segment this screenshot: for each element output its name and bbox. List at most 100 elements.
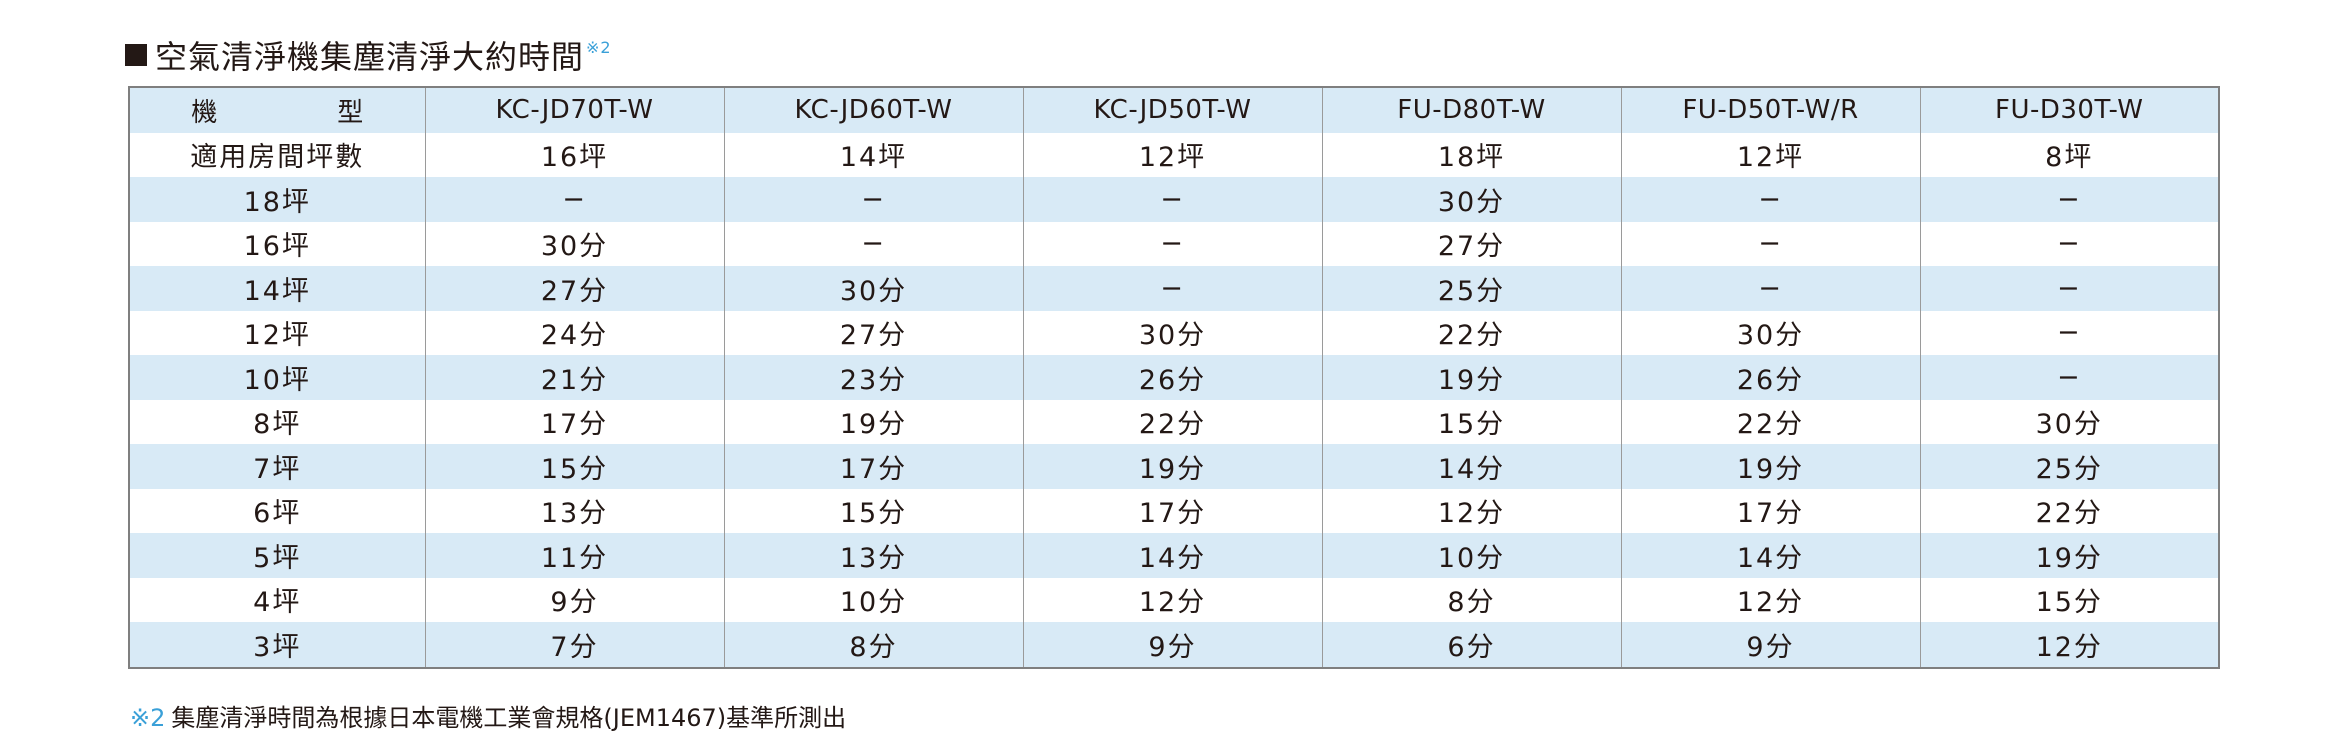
cleaning-time-cell: −: [1620, 221, 1921, 266]
cleaning-time-cell: 23分: [723, 355, 1024, 400]
cleaning-time-cell: 30分: [1919, 399, 2220, 444]
cleaning-time-cell: 22分: [1919, 488, 2220, 533]
cleaning-time-cell: 26分: [1022, 355, 1323, 400]
footnote: ※2 集塵清淨時間為根據日本電機工業會規格(JEM1467)基準所測出: [130, 698, 846, 733]
room-size-cell: 7坪: [128, 444, 426, 489]
cleaning-time-cell: 17分: [424, 399, 725, 444]
cleaning-time-cell: 14分: [1321, 444, 1622, 489]
cleaning-time-cell: 14分: [1022, 533, 1323, 578]
cleaning-time-cell: 24分: [424, 310, 725, 355]
model-name-cell: FU-D50T-W/R: [1620, 87, 1921, 133]
cleaning-time-cell: 27分: [424, 266, 725, 311]
cleaning-time-cell: 17分: [1620, 488, 1921, 533]
cleaning-time-cell: 9分: [1620, 622, 1921, 668]
cleaning-time-cell: 11分: [424, 533, 725, 578]
applicable-area-cell: 16坪: [424, 132, 725, 177]
time-row: 5坪 11分 13分 14分 10分 14分 19分: [128, 533, 2220, 578]
cleaning-time-cell: −: [1919, 266, 2220, 311]
square-bullet-icon: [125, 44, 147, 66]
room-size-cell: 12坪: [128, 310, 426, 355]
room-size-cell: 18坪: [128, 177, 426, 222]
cleaning-time-cell: 25分: [1321, 266, 1622, 311]
cleaning-time-cell: −: [1022, 221, 1323, 266]
cleaning-time-cell: 21分: [424, 355, 725, 400]
cleaning-time-cell: 30分: [723, 266, 1024, 311]
cleaning-time-cell: 6分: [1321, 622, 1622, 668]
cleaning-time-cell: 9分: [1022, 622, 1323, 668]
cleaning-time-cell: 9分: [424, 577, 725, 622]
cleaning-time-cell: 15分: [1321, 399, 1622, 444]
time-row: 3坪 7分 8分 9分 6分 9分 12分: [128, 622, 2220, 668]
cleaning-time-cell: 17分: [1022, 488, 1323, 533]
cleaning-time-cell: 12分: [1620, 577, 1921, 622]
model-name-cell: FU-D80T-W: [1321, 87, 1622, 133]
room-size-cell: 10坪: [128, 355, 426, 400]
cleaning-time-cell: 30分: [1022, 310, 1323, 355]
time-row: 16坪 30分 − −27分 − −: [128, 221, 2220, 266]
model-name-cell: KC-JD50T-W: [1022, 87, 1323, 133]
cleaning-time-cell: 30分: [1321, 177, 1622, 222]
cleaning-time-cell: 27分: [723, 310, 1024, 355]
cleaning-time-cell: 8分: [1321, 577, 1622, 622]
cleaning-time-cell: 22分: [1620, 399, 1921, 444]
cleaning-time-cell: 30分: [1620, 310, 1921, 355]
model-name-cell: KC-JD60T-W: [723, 87, 1024, 133]
cleaning-time-cell: 10分: [723, 577, 1024, 622]
cleaning-time-cell: 17分: [723, 444, 1024, 489]
cleaning-time-cell: 13分: [723, 533, 1024, 578]
cleaning-time-table: 機型 KC-JD70T-W KC-JD60T-W KC-JD50T-W FU-D…: [128, 86, 2220, 669]
model-name-cell: KC-JD70T-W: [424, 87, 725, 133]
cleaning-time-cell: 19分: [723, 399, 1024, 444]
cleaning-time-cell: −: [1620, 266, 1921, 311]
time-row: 7坪 15分 17分 19分 14分 19分 25分: [128, 444, 2220, 489]
cleaning-time-cell: 19分: [1022, 444, 1323, 489]
cleaning-time-cell: 12分: [1919, 622, 2220, 668]
cleaning-time-cell: 22分: [1321, 310, 1622, 355]
time-row: 12坪 24分 27分 30分 22分 30分 −: [128, 310, 2220, 355]
room-size-cell: 14坪: [128, 266, 426, 311]
cleaning-time-cell: −: [1919, 355, 2220, 400]
cleaning-time-cell: 15分: [723, 488, 1024, 533]
time-row: 6坪 13分 15分 17分 12分 17分 22分: [128, 488, 2220, 533]
room-size-cell: 4坪: [128, 577, 426, 622]
time-row: 14坪 27分 30分 −25分 − −: [128, 266, 2220, 311]
cleaning-time-cell: −: [1919, 310, 2220, 355]
applicable-area-row: 適用房間坪數 16坪 14坪 12坪 18坪 12坪 8坪: [128, 132, 2220, 177]
cleaning-time-cell: 13分: [424, 488, 725, 533]
cleaning-time-cell: −: [424, 177, 725, 222]
cleaning-time-cell: 12分: [1022, 577, 1323, 622]
cleaning-time-cell: 10分: [1321, 533, 1622, 578]
room-size-cell: 6坪: [128, 488, 426, 533]
cleaning-time-cell: −: [1022, 177, 1323, 222]
applicable-area-cell: 12坪: [1620, 132, 1921, 177]
cleaning-time-cell: 19分: [1620, 444, 1921, 489]
footnote-mark: ※2: [130, 704, 166, 732]
table-body: 機型 KC-JD70T-W KC-JD60T-W KC-JD50T-W FU-D…: [128, 87, 2220, 668]
applicable-area-cell: 8坪: [1919, 132, 2220, 177]
cleaning-time-cell: −: [723, 177, 1024, 222]
cleaning-time-cell: 27分: [1321, 221, 1622, 266]
model-label-part: 型: [337, 97, 364, 128]
time-row: 10坪 21分 23分 26分 19分 26分 −: [128, 355, 2220, 400]
title-text: 空氣清淨機集塵清淨大約時間: [155, 38, 585, 76]
room-size-cell: 5坪: [128, 533, 426, 578]
model-header-row: 機型 KC-JD70T-W KC-JD60T-W KC-JD50T-W FU-D…: [128, 87, 2220, 133]
cleaning-time-cell: 30分: [424, 221, 725, 266]
applicable-area-cell: 18坪: [1321, 132, 1622, 177]
time-row: 8坪 17分 19分 22分 15分 22分 30分: [128, 399, 2220, 444]
time-row: 4坪 9分 10分 12分 8分 12分 15分: [128, 577, 2220, 622]
applicable-area-cell: 12坪: [1022, 132, 1323, 177]
title-note-mark: ※2: [586, 38, 612, 57]
cleaning-time-cell: −: [1620, 177, 1921, 222]
cleaning-time-cell: 7分: [424, 622, 725, 668]
room-size-cell: 8坪: [128, 399, 426, 444]
model-label-part: 機: [191, 97, 218, 128]
cleaning-time-cell: 12分: [1321, 488, 1622, 533]
applicable-area-label: 適用房間坪數: [128, 132, 426, 177]
cleaning-time-cell: 15分: [1919, 577, 2220, 622]
cleaning-time-cell: 22分: [1022, 399, 1323, 444]
room-size-cell: 3坪: [128, 622, 426, 668]
cleaning-time-cell: 26分: [1620, 355, 1921, 400]
cleaning-time-cell: −: [1919, 221, 2220, 266]
model-label-cell: 機型: [128, 87, 426, 133]
